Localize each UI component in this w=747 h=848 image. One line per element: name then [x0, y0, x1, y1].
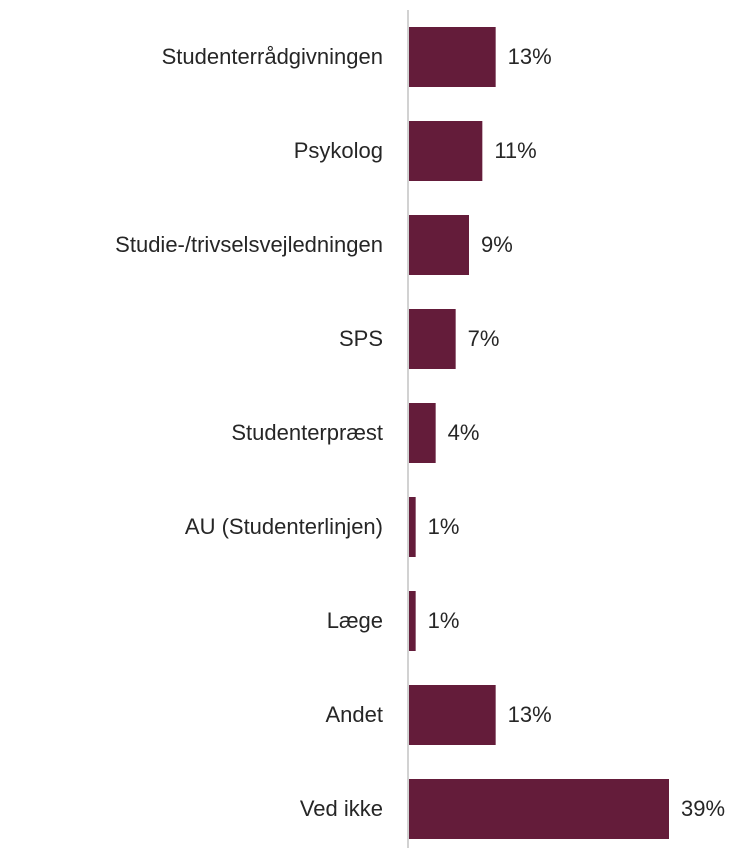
- value-label: 11%: [494, 138, 536, 163]
- bar: [409, 685, 496, 745]
- bar: [409, 215, 469, 275]
- bar: [409, 403, 436, 463]
- category-label: Ved ikke: [300, 796, 383, 821]
- value-label: 1%: [428, 514, 460, 539]
- bar: [409, 27, 496, 87]
- bar: [409, 779, 669, 839]
- bar: [409, 497, 416, 557]
- value-label: 7%: [468, 326, 500, 351]
- bar: [409, 591, 416, 651]
- category-label: Studenterpræst: [231, 420, 383, 445]
- category-label: Andet: [326, 702, 384, 727]
- bar: [409, 121, 483, 181]
- value-label: 9%: [481, 232, 513, 257]
- category-label: Studenterrådgivningen: [162, 44, 383, 69]
- value-label: 13%: [508, 702, 552, 727]
- bar: [409, 309, 456, 369]
- value-label: 13%: [508, 44, 552, 69]
- category-label: Psykolog: [294, 138, 383, 163]
- value-label: 39%: [681, 796, 725, 821]
- category-label: Læge: [327, 608, 383, 633]
- value-label: 1%: [428, 608, 460, 633]
- category-label: SPS: [339, 326, 383, 351]
- category-label: AU (Studenterlinjen): [185, 514, 383, 539]
- category-label: Studie-/trivselsvejledningen: [115, 232, 383, 257]
- value-label: 4%: [448, 420, 480, 445]
